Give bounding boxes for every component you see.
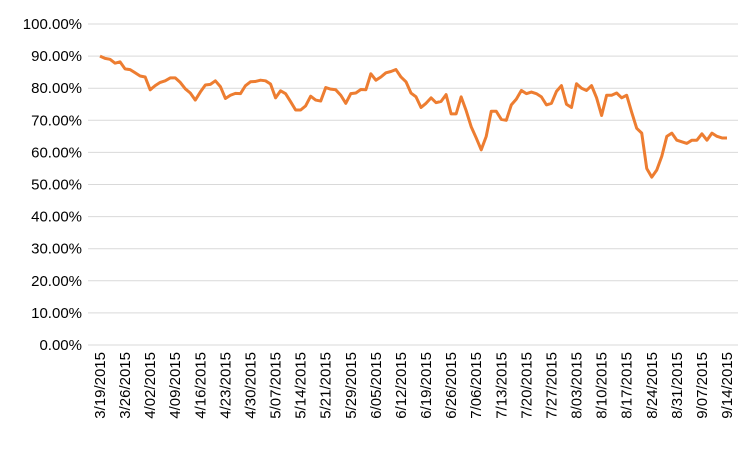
- x-tick-label: 5/29/2015: [343, 352, 360, 419]
- x-tick-label: 7/06/2015: [468, 352, 485, 419]
- y-tick-label: 50.00%: [31, 177, 82, 194]
- x-tick-label: 7/27/2015: [543, 352, 560, 419]
- x-tick-label: 8/10/2015: [594, 352, 611, 419]
- y-tick-label: 20.00%: [31, 273, 82, 290]
- x-tick-label: 4/16/2015: [192, 352, 209, 419]
- x-tick-label: 4/09/2015: [167, 352, 184, 419]
- x-tick-label: 8/24/2015: [644, 352, 661, 419]
- x-tick-label: 4/30/2015: [242, 352, 259, 419]
- x-tick-label: 9/14/2015: [719, 352, 736, 419]
- x-tick-label: 6/19/2015: [418, 352, 435, 419]
- y-tick-label: 0.00%: [39, 337, 82, 354]
- x-tick-label: 4/02/2015: [142, 352, 159, 419]
- x-tick-label: 3/26/2015: [117, 352, 134, 419]
- y-tick-label: 40.00%: [31, 209, 82, 226]
- x-tick-label: 6/05/2015: [368, 352, 385, 419]
- y-tick-label: 80.00%: [31, 80, 82, 97]
- x-tick-label: 7/13/2015: [493, 352, 510, 419]
- y-tick-label: 70.00%: [31, 112, 82, 129]
- x-tick-label: 5/21/2015: [318, 352, 335, 419]
- x-tick-label: 8/31/2015: [669, 352, 686, 419]
- x-tick-label: 6/26/2015: [443, 352, 460, 419]
- y-tick-label: 90.00%: [31, 48, 82, 65]
- y-tick-label: 10.00%: [31, 305, 82, 322]
- x-tick-label: 8/03/2015: [569, 352, 586, 419]
- line-series: [99, 54, 727, 179]
- y-tick-label: 60.00%: [31, 144, 82, 161]
- x-tick-label: 5/07/2015: [268, 352, 285, 419]
- y-tick-label: 30.00%: [31, 241, 82, 258]
- x-tick-label: 7/20/2015: [518, 352, 535, 419]
- x-tick-label: 9/07/2015: [694, 352, 711, 419]
- y-tick-label: 100.00%: [23, 16, 82, 33]
- x-tick-label: 6/12/2015: [393, 352, 410, 419]
- x-tick-label: 3/19/2015: [92, 352, 109, 419]
- x-tick-label: 4/23/2015: [217, 352, 234, 419]
- x-tick-label: 5/14/2015: [293, 352, 310, 419]
- x-tick-label: 8/17/2015: [619, 352, 636, 419]
